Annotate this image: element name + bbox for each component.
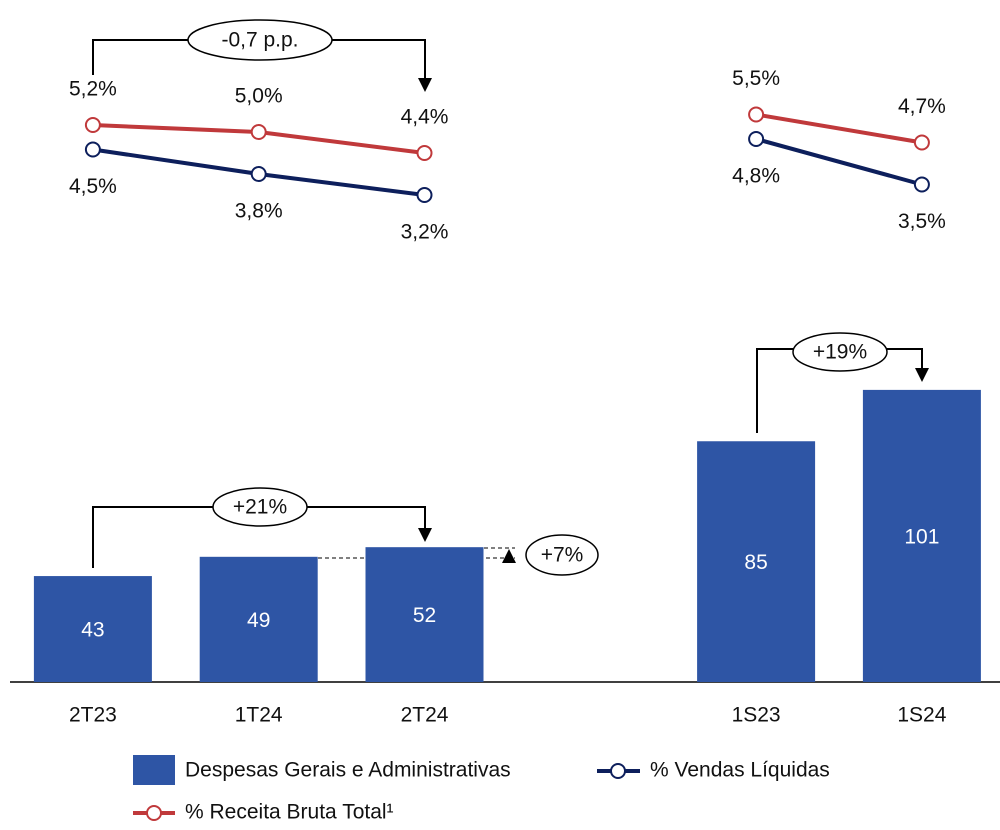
bar	[365, 547, 484, 682]
bar-label: 85	[744, 551, 767, 574]
data-label: 5,5%	[732, 67, 780, 90]
x-tick-label: 1T24	[235, 704, 283, 727]
annotation-bracket	[92, 19, 929, 576]
annotation: +7%	[541, 544, 584, 567]
legend-swatch	[610, 763, 626, 779]
legend-label: Despesas Gerais e Administrativas	[185, 759, 511, 782]
line	[92, 112, 923, 155]
x-tick-label: 2T24	[401, 704, 449, 727]
point	[913, 176, 930, 193]
x-tick-label: 1S23	[732, 704, 781, 727]
annotation: +19%	[813, 341, 867, 364]
data-label: 5,0%	[235, 85, 283, 108]
data-label: 4,4%	[401, 106, 449, 129]
data-label: 4,5%	[69, 175, 117, 198]
point	[250, 166, 267, 182]
bar-label: 49	[247, 609, 270, 632]
legend-label: % Receita Bruta Total¹	[185, 801, 394, 824]
legend-label: % Vendas Líquidas	[650, 759, 830, 782]
point	[913, 134, 930, 151]
data-label: 3,5%	[898, 210, 946, 233]
data-label: 3,2%	[401, 221, 449, 244]
x-tick-label: 1S24	[897, 704, 946, 727]
bar	[33, 576, 152, 682]
legend-swatch	[133, 755, 175, 785]
legend-swatch	[146, 805, 162, 821]
point	[416, 145, 433, 161]
point	[748, 131, 765, 147]
data-label: 5,2%	[69, 78, 117, 101]
bar	[199, 556, 318, 682]
annotation: -0,7 p.p.	[221, 29, 298, 52]
data-label: 4,7%	[898, 95, 946, 118]
line	[92, 137, 923, 197]
point	[84, 141, 101, 158]
data-label: 3,8%	[235, 200, 283, 223]
bar	[697, 441, 816, 682]
point	[84, 117, 101, 133]
annotation: +21%	[233, 496, 287, 519]
point	[416, 187, 433, 203]
point	[250, 124, 267, 140]
bar	[862, 389, 981, 682]
bar-label: 43	[81, 619, 104, 642]
bar-label: 101	[904, 525, 939, 548]
data-label: 4,8%	[732, 165, 780, 188]
x-tick-label: 2T23	[69, 704, 117, 727]
bar-label: 52	[413, 604, 436, 627]
point	[748, 106, 765, 123]
